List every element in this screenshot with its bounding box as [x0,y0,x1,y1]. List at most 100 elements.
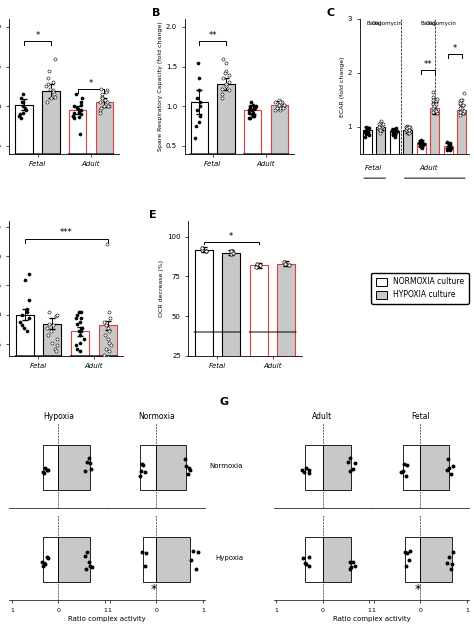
Point [69,111,77,121]
Title: Adult: Adult [312,412,333,421]
Point [456,107,464,117]
Point [443,145,451,155]
Point [376,121,383,131]
Point [276,105,284,115]
Point [405,125,412,135]
Point [38,557,46,567]
Point [406,545,414,556]
Text: Oligomycin: Oligomycin [426,21,457,25]
Point [77,100,84,110]
Bar [44,446,58,490]
Bar [16,105,33,186]
Point [219,83,226,94]
Point [249,109,256,119]
Point [87,465,95,475]
Point [275,95,283,105]
Point [76,129,84,139]
Point [197,111,204,121]
Point [365,123,373,133]
Point [218,89,226,99]
Point [251,103,258,113]
Point [432,99,439,109]
Point [41,468,48,478]
Point [26,269,33,279]
Point [420,139,428,149]
Point [53,310,61,320]
Point [280,100,288,110]
Point [246,113,253,123]
Point [378,120,386,130]
Bar [271,105,288,186]
Bar [244,110,261,186]
Point [253,258,261,269]
Point [362,128,370,138]
Point [351,561,359,571]
Point [52,311,60,321]
Point [274,103,282,113]
Point [246,101,254,111]
Point [78,326,85,336]
Point [431,101,439,111]
Text: Ratio complex activity: Ratio complex activity [68,616,146,622]
Point [77,346,84,356]
Point [193,105,201,115]
Point [202,246,210,256]
Point [226,70,233,80]
Point [403,459,411,470]
Point [390,128,398,138]
Point [402,471,410,482]
Point [419,143,426,154]
Point [19,89,27,99]
Point [446,142,453,152]
Y-axis label: Hypoxia: Hypoxia [215,555,243,561]
Point [280,101,288,111]
Point [392,123,400,133]
Text: Basal: Basal [366,21,382,25]
Point [405,128,412,138]
Point [349,557,356,567]
Point [74,104,82,114]
Point [247,97,255,107]
Point [75,326,83,336]
Point [22,105,30,115]
Point [23,304,31,314]
Point [103,85,111,95]
Point [391,131,399,142]
Point [99,94,106,104]
Point [102,320,110,331]
Point [446,141,454,151]
Point [78,322,86,332]
Point [403,125,410,135]
Point [429,87,437,97]
Point [393,126,401,137]
Point [456,96,464,106]
Point [185,463,192,473]
Point [444,465,451,475]
Point [403,123,411,133]
Point [446,139,454,149]
Point [416,137,424,147]
Point [195,85,202,95]
Point [42,463,49,473]
Bar [403,130,412,181]
Point [415,138,423,148]
Y-axis label: ECAR (fold change): ECAR (fold change) [340,56,345,117]
Text: E: E [149,210,156,220]
Point [97,105,104,115]
Bar [322,537,351,582]
Point [250,111,257,121]
Point [285,260,293,270]
Point [416,141,424,151]
Point [281,258,289,269]
Point [246,103,254,113]
Point [392,127,400,137]
Text: B: B [152,8,160,18]
Point [47,326,55,336]
Point [404,128,411,138]
Y-axis label: Normoxia: Normoxia [210,463,243,468]
Point [229,248,237,258]
Bar [250,265,268,396]
Point [417,138,424,148]
Point [69,111,77,121]
Point [228,246,235,256]
